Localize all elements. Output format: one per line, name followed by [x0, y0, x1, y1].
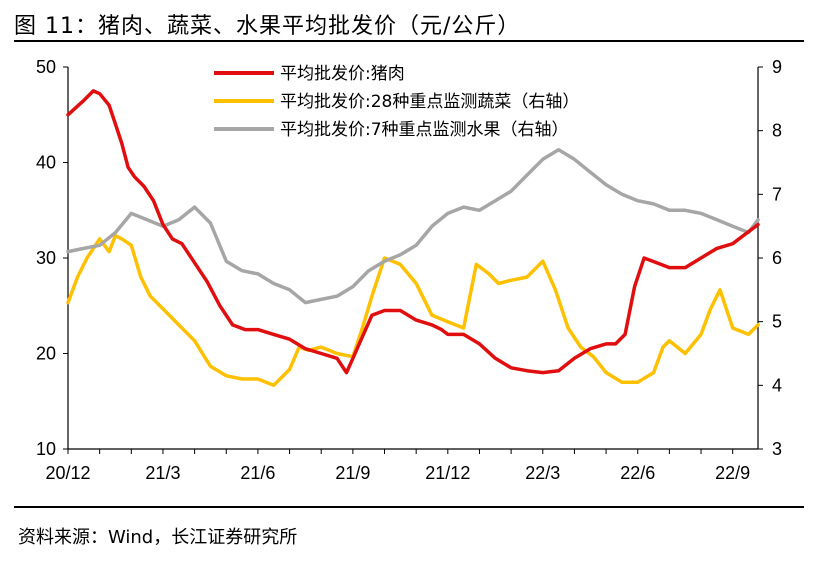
left-y-tick-label: 20	[36, 344, 56, 364]
left-y-tick-label: 30	[36, 248, 56, 268]
title-rule	[14, 40, 804, 42]
series-line-fruits	[66, 148, 760, 305]
x-tick-label: 22/3	[525, 463, 560, 483]
left-y-tick-label: 40	[36, 153, 56, 173]
series-line-pork	[66, 89, 760, 375]
right-y-tick-label: 6	[772, 248, 782, 268]
x-tick-label: 22/9	[715, 463, 750, 483]
legend-label-fruits: 平均批发价:7种重点监测水果（右轴）	[280, 120, 569, 140]
footer-rule	[14, 506, 804, 508]
x-tick-label: 22/6	[620, 463, 655, 483]
legend-label-vegetables: 平均批发价:28种重点监测蔬菜（右轴）	[280, 92, 579, 112]
left-y-tick-label: 50	[36, 57, 56, 77]
x-tick-label: 20/12	[45, 463, 90, 483]
right-y-tick-label: 3	[772, 439, 782, 459]
left-y-tick-label: 10	[36, 439, 56, 459]
series-line-vegetables	[66, 233, 760, 388]
right-y-tick-label: 9	[772, 57, 782, 77]
source-note: 资料来源：Wind，长江证券研究所	[18, 527, 298, 548]
right-y-tick-label: 4	[772, 375, 782, 395]
x-tick-label: 21/3	[145, 463, 180, 483]
x-tick-label: 21/6	[240, 463, 275, 483]
x-tick-label: 21/12	[425, 463, 470, 483]
right-y-tick-label: 8	[772, 121, 782, 141]
figure-title: 图 11：猪肉、蔬菜、水果平均批发价（元/公斤）	[14, 14, 521, 39]
right-y-tick-label: 5	[772, 312, 782, 332]
x-tick-label: 21/9	[335, 463, 370, 483]
legend-label-pork: 平均批发价:猪肉	[280, 64, 405, 84]
right-y-tick-label: 7	[772, 184, 782, 204]
